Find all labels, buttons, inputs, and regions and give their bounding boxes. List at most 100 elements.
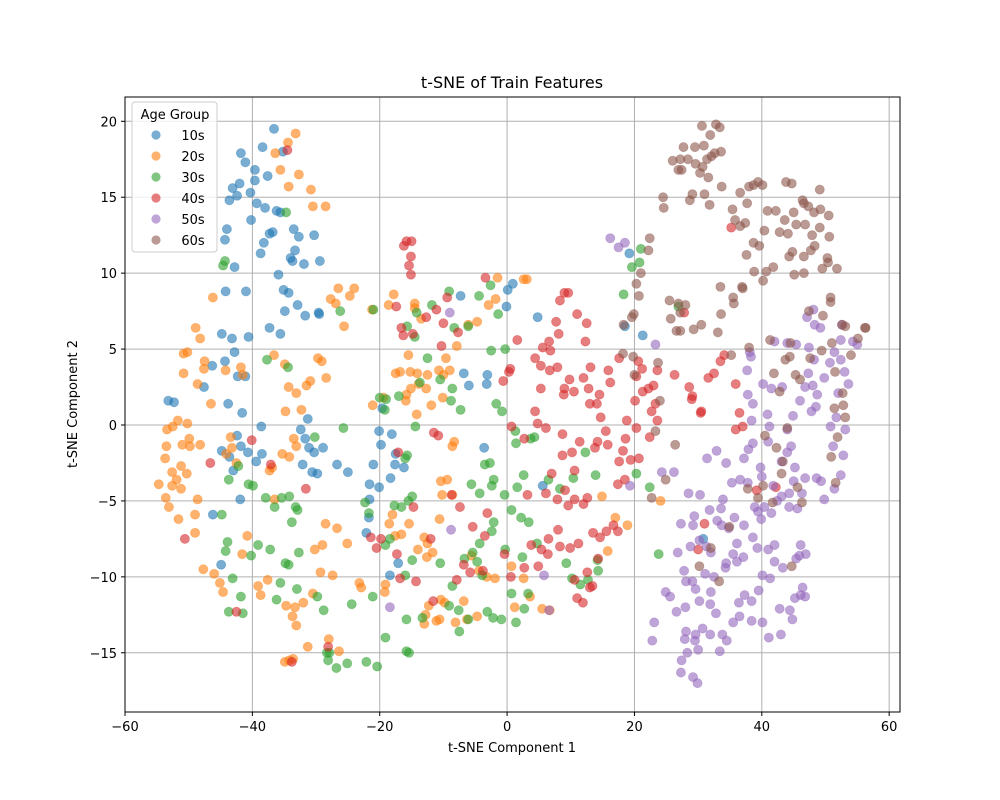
data-point	[300, 483, 311, 494]
data-point	[421, 312, 432, 323]
data-point	[631, 423, 642, 434]
data-point	[716, 503, 727, 514]
data-point	[270, 148, 281, 159]
data-point	[825, 292, 836, 303]
data-point	[167, 467, 178, 478]
data-point	[446, 395, 457, 406]
data-point	[755, 462, 766, 473]
data-point	[618, 289, 629, 300]
data-point	[486, 480, 497, 491]
data-point	[288, 433, 299, 444]
data-point	[593, 553, 604, 564]
data-point	[242, 530, 253, 541]
data-point	[591, 398, 602, 409]
data-point	[220, 286, 231, 297]
data-point	[679, 565, 690, 576]
data-point	[290, 602, 301, 613]
data-point	[296, 404, 307, 415]
data-point	[759, 225, 770, 236]
data-point	[349, 283, 360, 294]
data-point	[227, 183, 238, 194]
data-point	[222, 536, 233, 547]
data-point	[501, 301, 512, 312]
data-point	[675, 325, 686, 336]
data-point	[658, 202, 669, 213]
data-point	[221, 224, 232, 235]
data-point	[533, 561, 544, 572]
data-point	[472, 316, 483, 327]
data-point	[490, 293, 501, 304]
data-point	[251, 198, 262, 209]
data-point	[412, 368, 423, 379]
data-point	[572, 309, 583, 320]
data-point	[335, 306, 346, 317]
data-point	[407, 555, 418, 566]
data-point	[826, 337, 837, 348]
data-point	[552, 494, 563, 505]
data-point	[220, 546, 231, 557]
data-point	[694, 596, 705, 607]
data-point	[684, 195, 695, 206]
data-point	[280, 406, 291, 417]
data-point	[721, 457, 732, 468]
data-point	[287, 611, 298, 622]
data-point	[676, 655, 687, 666]
data-point	[738, 453, 749, 464]
data-point	[411, 307, 422, 318]
x-tick-label: 60	[881, 720, 898, 735]
data-point	[245, 187, 256, 198]
data-point	[746, 596, 757, 607]
data-point	[346, 599, 357, 610]
data-point	[391, 301, 402, 312]
legend-item-10s: 10s	[151, 129, 205, 144]
data-point	[410, 421, 421, 432]
data-point	[535, 383, 546, 394]
data-point	[207, 509, 218, 520]
data-point	[784, 501, 795, 512]
data-point	[762, 409, 773, 420]
data-point	[807, 230, 818, 241]
data-point	[553, 524, 564, 535]
data-point	[613, 242, 624, 253]
data-point	[404, 260, 415, 271]
data-point	[737, 421, 748, 432]
data-point	[246, 214, 257, 225]
data-point	[442, 292, 453, 303]
data-point	[814, 184, 825, 195]
data-point	[498, 375, 509, 386]
data-point	[729, 512, 740, 523]
data-point	[860, 322, 871, 333]
data-point	[800, 219, 811, 230]
data-point	[761, 266, 772, 277]
data-point	[648, 380, 659, 391]
data-point	[832, 432, 843, 443]
data-point	[323, 641, 334, 652]
data-point	[539, 570, 550, 581]
legend-marker-icon	[151, 130, 161, 140]
legend-marker-icon	[151, 235, 161, 245]
data-point	[812, 389, 823, 400]
data-point	[298, 597, 309, 608]
data-point	[757, 617, 768, 628]
data-point	[698, 140, 709, 151]
data-point	[633, 290, 644, 301]
data-point	[447, 441, 458, 452]
x-axis-label: t-SNE Component 1	[448, 741, 576, 756]
data-point	[569, 574, 580, 585]
data-point	[411, 409, 422, 420]
data-point	[255, 248, 266, 259]
data-point	[771, 442, 782, 453]
data-point	[763, 632, 774, 643]
data-point	[173, 514, 184, 525]
data-point	[543, 533, 554, 544]
data-point	[265, 459, 276, 470]
data-point	[251, 456, 262, 467]
data-point	[581, 318, 592, 329]
data-point	[395, 366, 406, 377]
data-point	[738, 520, 749, 531]
data-point	[582, 567, 593, 578]
data-point	[733, 597, 744, 608]
data-point	[649, 617, 660, 628]
data-point	[705, 543, 716, 554]
data-point	[235, 362, 246, 373]
